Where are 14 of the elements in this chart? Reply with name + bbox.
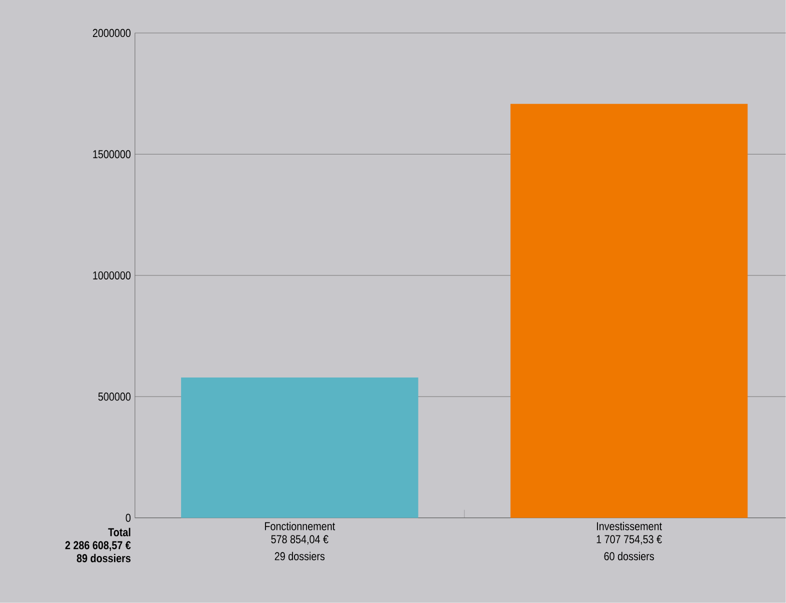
text: Total [108, 528, 130, 536]
text: 2 286 608,57 € [65, 541, 131, 552]
data-label: 1 707 754,53 € [596, 535, 662, 545]
text: 89 dossiers [76, 554, 131, 562]
y-tick-label: 2000000 [92, 29, 131, 38]
y-tick-label: 500000 [98, 392, 131, 401]
text: 29 dossiers [274, 552, 325, 560]
text: 60 dossiers [604, 552, 654, 560]
y-tick-label: 1500000 [93, 150, 131, 158]
y-tick-label: 1000000 [93, 271, 131, 280]
data-label: 578 854,04 € [271, 535, 328, 545]
x-tick-label: Investissement [596, 522, 662, 530]
y-tick-label: 0 [126, 514, 131, 522]
x-tick-label: Fonctionnement [265, 522, 336, 530]
